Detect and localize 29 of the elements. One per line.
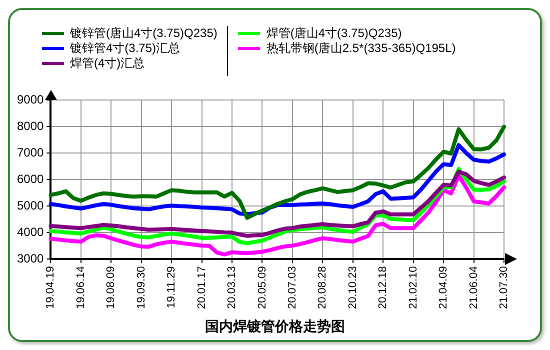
x-tick-label: 20.03.13 xyxy=(226,266,238,310)
legend-label: 热轧带钢(唐山2.5*(335-365)Q195L) xyxy=(266,40,456,57)
x-tick-label: 21.07.30 xyxy=(498,266,510,310)
x-tick-label: 19.06.14 xyxy=(74,266,87,310)
x-tick-label: 19.09.30 xyxy=(135,266,148,310)
y-tick-label: 5000 xyxy=(16,198,44,212)
legend-label: 镀锌管(唐山4寸(3.75)Q235) xyxy=(70,25,218,42)
x-tick-label: 20.10.23 xyxy=(346,266,359,310)
x-tick-label: 19.08.09 xyxy=(105,266,118,310)
legend-label: 焊管(4寸)汇总 xyxy=(70,55,145,72)
legend-label: 焊管(唐山4寸(3.75)Q235) xyxy=(266,25,402,42)
y-tick-label: 4000 xyxy=(16,224,44,239)
y-tick-label: 8000 xyxy=(16,118,44,133)
x-tick-label: 20.07.03 xyxy=(286,266,298,310)
x-tick-label: 21.02.10 xyxy=(407,266,420,310)
y-tick-label: 7000 xyxy=(16,145,44,160)
y-tick-label: 6000 xyxy=(16,172,44,186)
y-tick-label: 3000 xyxy=(16,251,44,266)
x-tick-label: 21.04.09 xyxy=(438,266,450,310)
x-tick-label: 20.12.18 xyxy=(377,266,390,310)
x-tick-label: 19.11.29 xyxy=(166,266,178,308)
y-tick-label: 9000 xyxy=(16,92,44,106)
x-tick-label: 20.05.09 xyxy=(256,266,268,310)
legend-label: 镀锌管4寸(3.75)汇总 xyxy=(70,40,180,57)
x-tick-label: 20.08.28 xyxy=(316,266,329,310)
x-tick-label: 21.06.04 xyxy=(468,266,480,310)
x-tick-label: 20.01.17 xyxy=(196,266,208,310)
text: 国内焊镀管价格走势图 xyxy=(204,318,346,336)
x-tick-label: 19.04.19 xyxy=(44,266,57,310)
